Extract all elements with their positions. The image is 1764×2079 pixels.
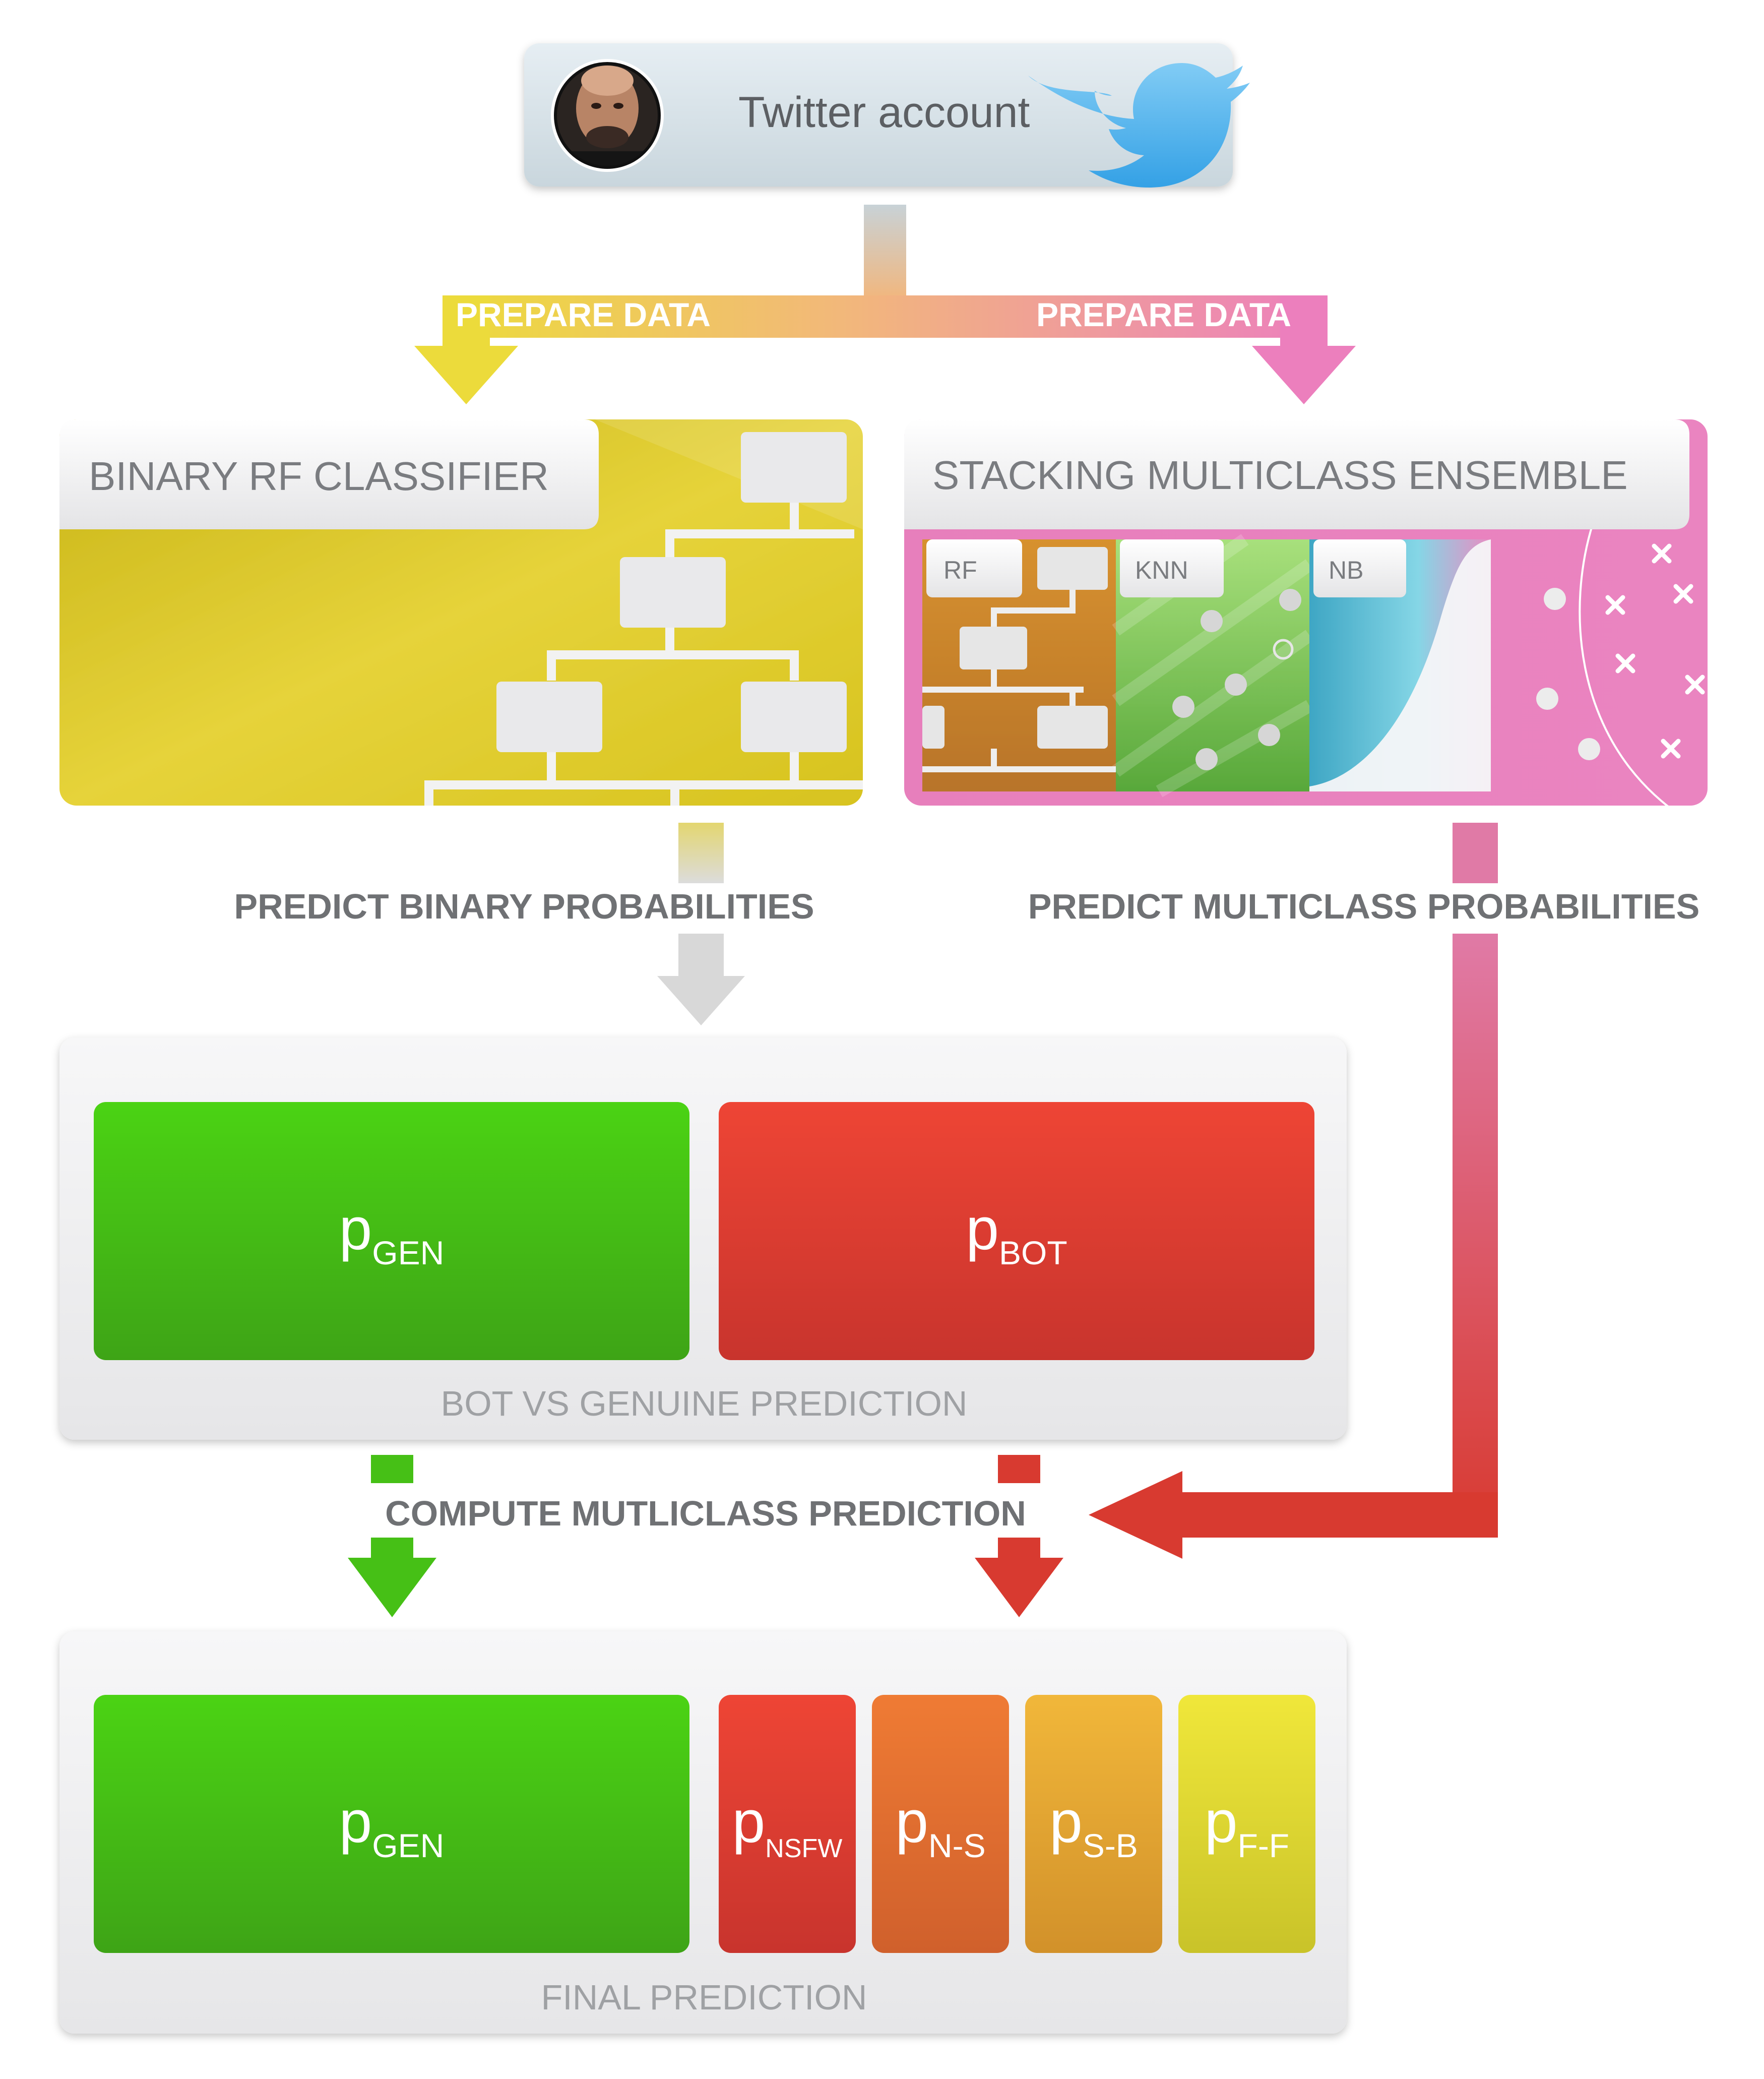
model-label-knn: KNN bbox=[1135, 556, 1188, 584]
arrow-down-green bbox=[348, 1558, 436, 1617]
binary-classifier-title: BINARY RF CLASSIFIER bbox=[89, 454, 549, 499]
arrow-left-red bbox=[1089, 1471, 1182, 1559]
final-prediction-panel: pGEN pNSFW pN-S pS-B pF-F FINAL PREDICTI… bbox=[59, 1631, 1347, 2034]
predict-multiclass-label: PREDICT MULTICLASS PROBABILITIES bbox=[1028, 887, 1700, 926]
final-cell-f-f: pF-F bbox=[1178, 1695, 1315, 1953]
arrow-down-right bbox=[1252, 346, 1356, 404]
predict-binary-label: PREDICT BINARY PROBABILITIES bbox=[234, 887, 814, 926]
svg-text:pF-F: pF-F bbox=[1205, 1789, 1289, 1864]
ensemble-title: STACKING MULTICLASS ENSEMBLE bbox=[932, 453, 1628, 498]
binary-prob-connector: PREDICT BINARY PROBABILITIES bbox=[234, 823, 814, 1025]
prepare-data-connector: PREPARE DATA PREPARE DATA bbox=[414, 205, 1356, 404]
bot-vs-genuine-caption: BOT VS GENUINE PREDICTION bbox=[441, 1384, 968, 1423]
compute-label: COMPUTE MUTLICLASS PREDICTION bbox=[385, 1494, 1026, 1533]
prepare-data-label-right: PREPARE DATA bbox=[1036, 296, 1291, 333]
twitter-account-box: Twitter account bbox=[524, 43, 1250, 188]
final-cell-s-b: pS-B bbox=[1025, 1695, 1162, 1953]
decision-tree-icon bbox=[424, 432, 863, 806]
final-prediction-caption: FINAL PREDICTION bbox=[541, 1978, 867, 2017]
final-cell-nsfw: pNSFW bbox=[719, 1695, 856, 1953]
ensemble-scatter-plot bbox=[1536, 524, 1705, 806]
final-cell-gen: pGEN bbox=[94, 1695, 689, 1953]
svg-text:pN-S: pN-S bbox=[895, 1789, 985, 1864]
svg-text:pNSFW: pNSFW bbox=[732, 1789, 843, 1863]
svg-text:pS-B: pS-B bbox=[1049, 1789, 1138, 1864]
svg-text:pGEN: pGEN bbox=[339, 1789, 445, 1864]
arrow-down-red bbox=[975, 1558, 1063, 1617]
svg-text:pBOT: pBOT bbox=[966, 1196, 1067, 1271]
final-cell-n-s: pN-S bbox=[872, 1695, 1009, 1953]
arrow-down-grey bbox=[657, 976, 745, 1025]
arrow-down-left bbox=[414, 346, 518, 404]
multiclass-prob-connector: PREDICT MULTICLASS PROBABILITIES bbox=[1028, 823, 1700, 1559]
binary-rf-classifier-panel: BINARY RF CLASSIFIER bbox=[59, 419, 863, 806]
avatar bbox=[551, 59, 664, 172]
model-label-rf: RF bbox=[943, 556, 977, 584]
prepare-data-label-left: PREPARE DATA bbox=[456, 296, 711, 333]
prob-cell-gen: pGEN bbox=[94, 1102, 689, 1360]
stacking-ensemble-panel: STACKING MULTICLASS ENSEMBLE RF KNN NB bbox=[904, 419, 1708, 806]
svg-text:pGEN: pGEN bbox=[339, 1196, 445, 1271]
model-label-nb: NB bbox=[1329, 556, 1363, 584]
compute-connector: COMPUTE MUTLICLASS PREDICTION bbox=[348, 1455, 1063, 1617]
bot-vs-genuine-panel: pGEN pBOT BOT VS GENUINE PREDICTION bbox=[59, 1037, 1347, 1440]
prob-cell-bot: pBOT bbox=[719, 1102, 1314, 1360]
account-label: Twitter account bbox=[738, 88, 1030, 137]
twitter-bird-icon bbox=[1028, 63, 1250, 188]
